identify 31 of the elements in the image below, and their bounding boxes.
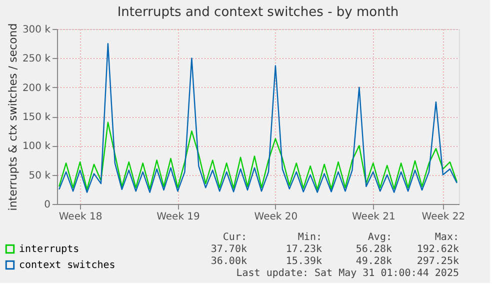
text: 36.00k xyxy=(210,256,247,267)
y-tick-label: 100 k xyxy=(22,141,51,152)
y-tick-label: 50 k xyxy=(28,170,51,182)
x-tick-label: Week 20 xyxy=(254,212,298,222)
chart-title: Interrupts and context switches - by month xyxy=(117,4,399,20)
x-tick-label: Week 18 xyxy=(58,212,102,222)
x-tick-label: Week 19 xyxy=(156,212,200,222)
text: Min: xyxy=(298,232,322,243)
text: 49.28k xyxy=(356,256,392,267)
text: 297.25k xyxy=(416,256,459,267)
text: Avg: xyxy=(368,232,392,243)
y-tick-label: 200 k xyxy=(22,82,51,94)
y-tick-label: 150 k xyxy=(22,112,51,123)
line-series xyxy=(58,42,458,193)
y-tick-label: 0 xyxy=(44,200,50,210)
x-tick-label: Week 22 xyxy=(422,212,466,222)
text: 17.23k xyxy=(286,244,322,255)
text: Cur: xyxy=(222,232,247,243)
line-series xyxy=(58,122,458,190)
text: 15.39k xyxy=(286,256,322,267)
text: 37.70k xyxy=(210,244,247,255)
y-axis-title: interrupts & ctx switches / second xyxy=(6,23,20,211)
text: 56.28k xyxy=(356,244,392,255)
legend-label: context switches xyxy=(19,260,116,271)
legend-label: interrupts xyxy=(19,244,80,255)
y-tick-label: 250 k xyxy=(22,54,51,65)
x-tick-label: Week 21 xyxy=(352,212,396,222)
text: Last update: Sat May 31 01:00:44 2025 xyxy=(236,268,459,279)
y-tick-label: 300 k xyxy=(22,24,51,36)
text: 192.62k xyxy=(416,244,459,255)
text: Max: xyxy=(434,232,459,243)
